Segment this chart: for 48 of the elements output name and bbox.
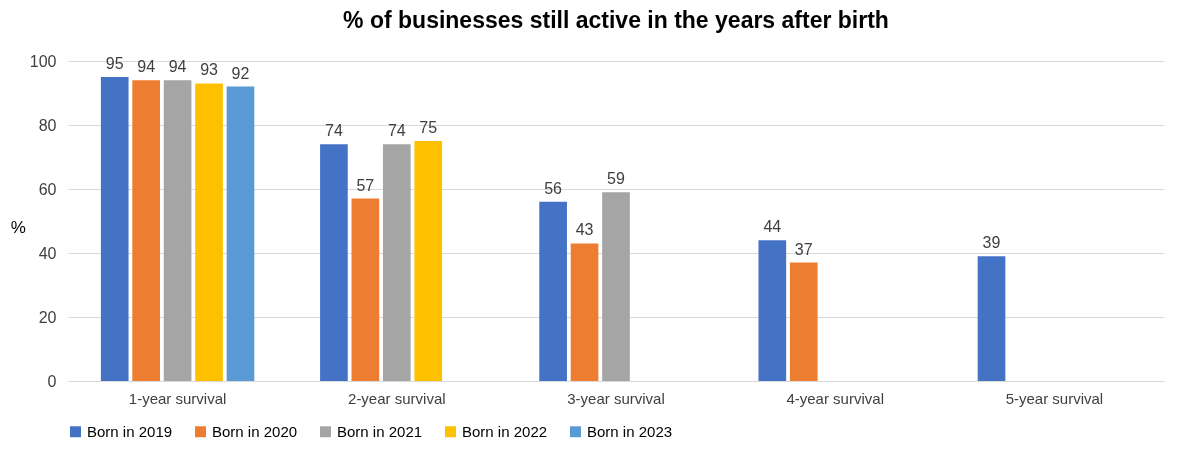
bar: [602, 192, 630, 381]
bar: [132, 80, 160, 381]
bar: [382, 144, 411, 381]
legend-label: Born in 2023: [587, 422, 673, 440]
x-tick-label: 4-year survival: [786, 389, 884, 407]
x-tick-label: 1-year survival: [128, 389, 227, 407]
data-label: 44: [763, 218, 782, 236]
chart-title: % of businesses still active in the years after birth: [343, 7, 889, 33]
bar: [226, 86, 255, 381]
bar: [195, 83, 223, 381]
bar: [570, 243, 599, 381]
bar: [100, 77, 129, 381]
y-axis-title: %: [10, 217, 26, 237]
data-label: 94: [137, 58, 156, 76]
bar: [414, 141, 443, 381]
data-label: 57: [356, 176, 375, 194]
bar: [163, 80, 192, 381]
legend-label: Born in 2019: [87, 422, 173, 440]
data-label: 74: [325, 122, 343, 140]
bar: [758, 240, 787, 381]
x-tick-label: 3-year survival: [567, 389, 665, 407]
y-tick-label: 0: [47, 372, 57, 390]
data-label: 95: [105, 55, 124, 72]
bar: [539, 201, 567, 381]
y-tick-label: 60: [38, 180, 57, 198]
data-label: 39: [982, 234, 1001, 252]
data-label: 74: [387, 122, 406, 140]
bar: [789, 262, 818, 381]
y-tick-label: 20: [38, 308, 57, 326]
bar: [351, 198, 380, 381]
data-label: 37: [794, 240, 813, 258]
data-label: 94: [168, 58, 187, 76]
data-label: 59: [607, 170, 625, 188]
legend-label: Born in 2020: [212, 422, 298, 440]
y-tick-label: 100: [29, 52, 57, 70]
x-tick-label: 2-year survival: [348, 389, 446, 407]
x-tick-label: 5-year survival: [1005, 389, 1104, 407]
legend-label: Born in 2022: [462, 422, 548, 440]
y-tick-label: 80: [38, 116, 57, 134]
data-label: 75: [419, 119, 438, 136]
data-label: 56: [544, 179, 563, 197]
data-label: 43: [575, 221, 594, 239]
legend-label: Born in 2021: [337, 422, 423, 440]
y-tick-label: 40: [38, 244, 57, 262]
bar: [977, 256, 1006, 381]
data-label: 93: [200, 61, 219, 79]
bar: [320, 144, 348, 381]
data-label: 92: [231, 64, 250, 82]
